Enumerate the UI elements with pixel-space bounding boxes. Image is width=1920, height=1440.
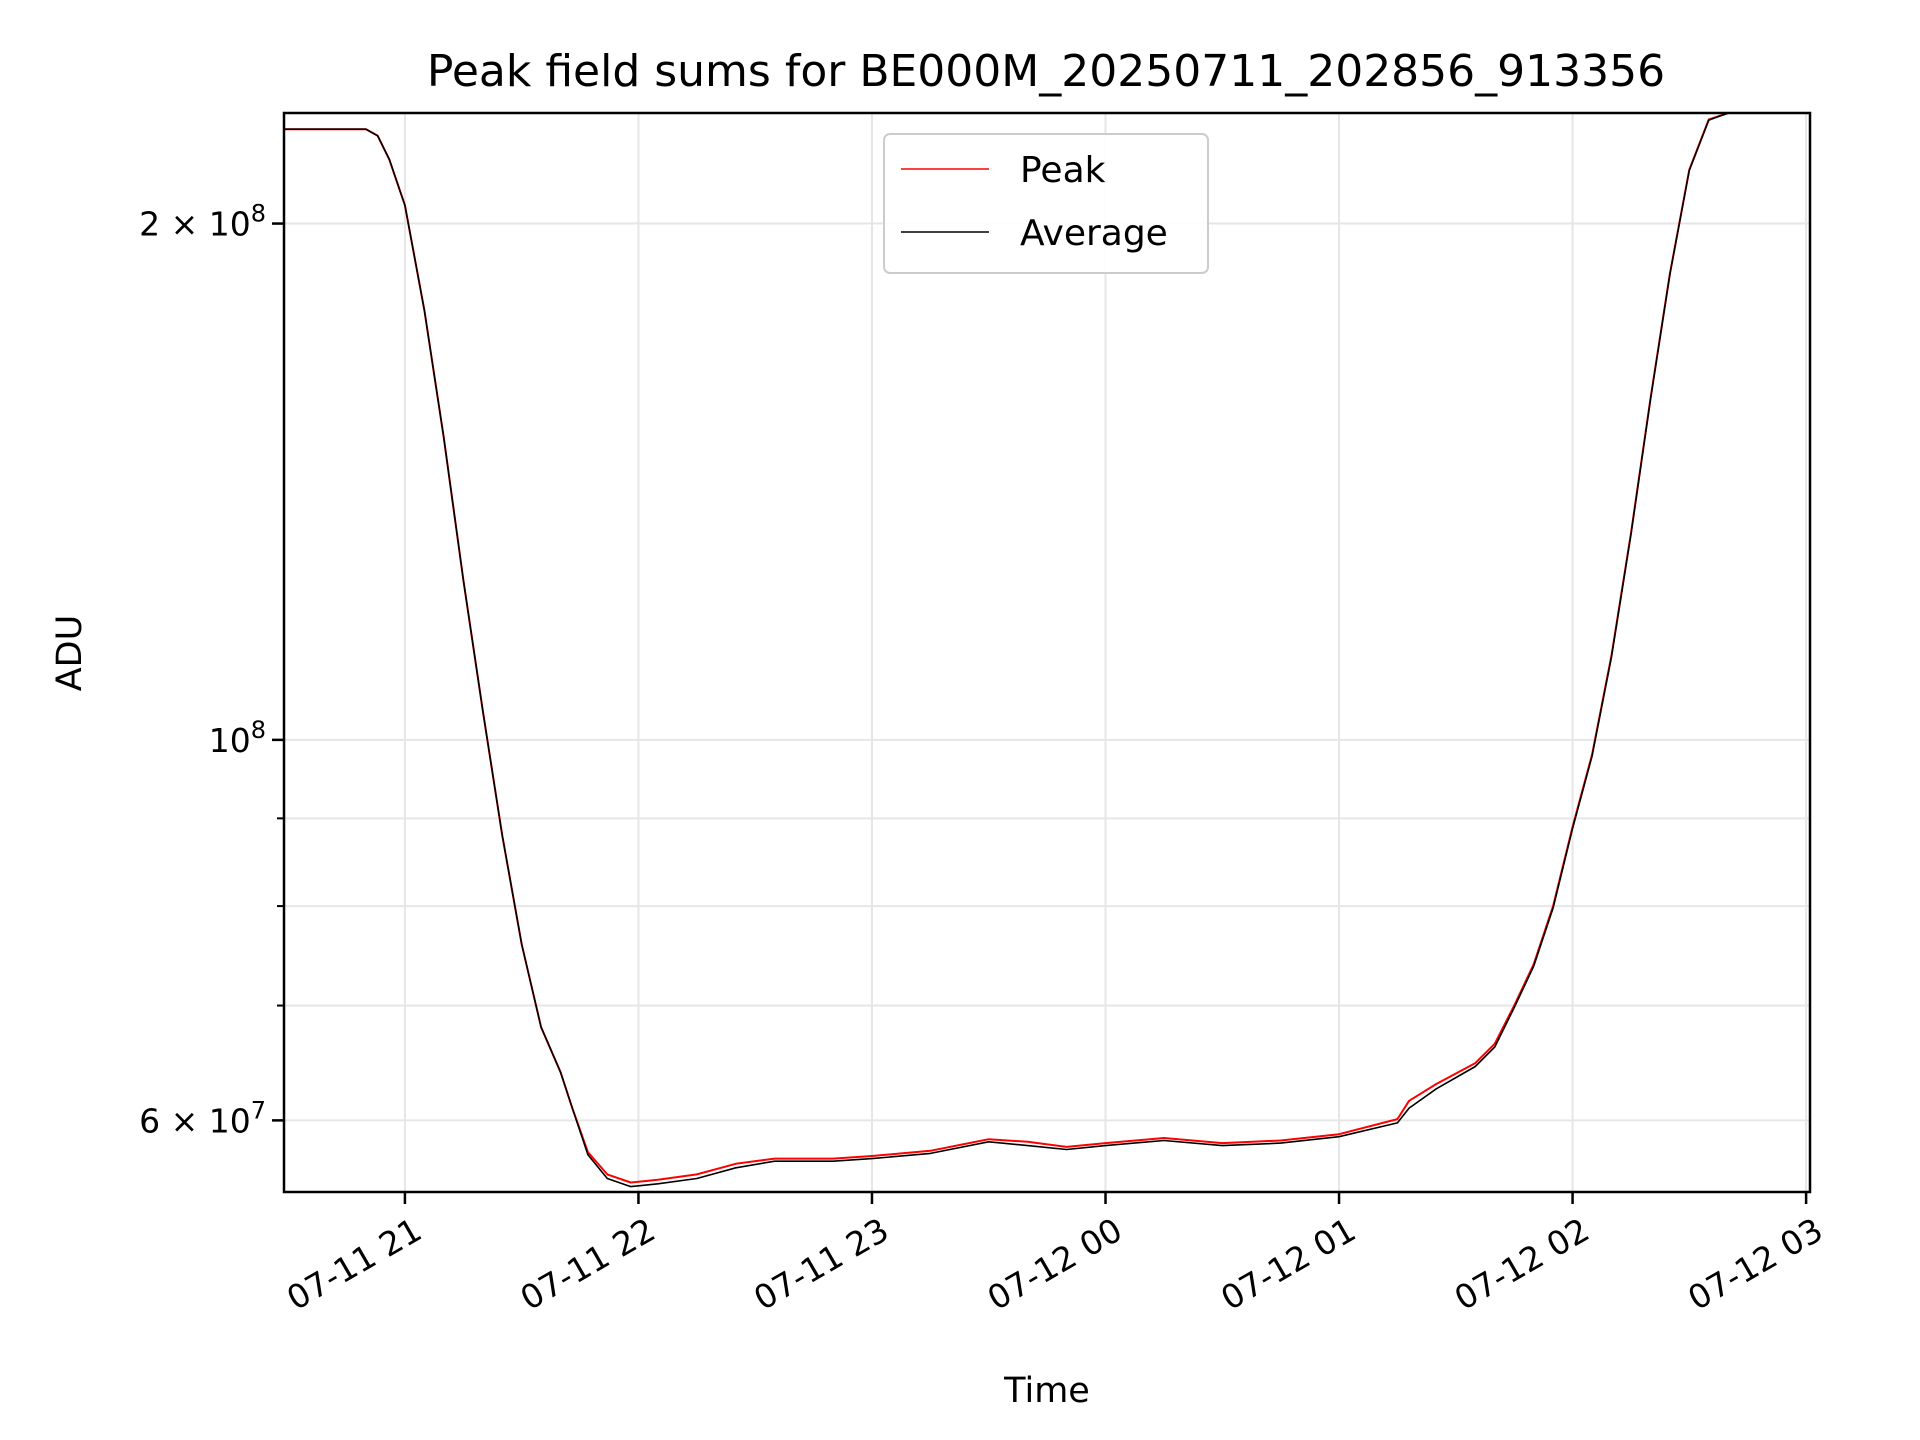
y-tick-label: 6 × 107: [139, 1096, 266, 1140]
plot-lines: [284, 113, 1810, 1188]
series-line-average: [284, 113, 1810, 1188]
x-axis-label: Time: [1003, 1371, 1090, 1411]
legend-peak-label: Peak: [1020, 150, 1106, 191]
legend-average-label: Average: [1020, 213, 1168, 254]
grid: [284, 113, 1810, 1192]
chart-title: Peak field sums for BE000M_20250711_2028…: [427, 46, 1665, 97]
y-axis-label: ADU: [50, 615, 90, 692]
y-tick-label: 2 × 108: [139, 200, 266, 244]
legend: Peak Average: [883, 133, 1209, 274]
plot-frame: [282, 111, 1812, 1194]
